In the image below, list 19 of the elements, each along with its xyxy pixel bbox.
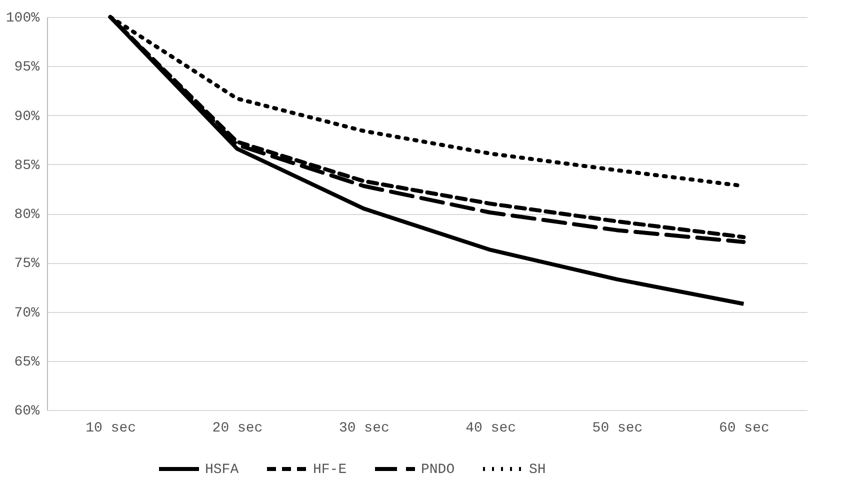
y-tick-label: 60% — [14, 404, 40, 420]
y-tick-label: 100% — [6, 10, 40, 26]
y-tick-label: 80% — [14, 207, 40, 223]
x-tick-label: 60 sec — [718, 420, 770, 436]
y-tick-label: 95% — [14, 60, 40, 76]
legend-label: SH — [529, 462, 546, 478]
x-tick-label: 30 sec — [338, 420, 390, 436]
x-tick-label: 40 sec — [466, 420, 516, 436]
legend-label: PNDO — [421, 462, 455, 478]
y-tick-label: 90% — [14, 108, 40, 125]
legend-label: HF-E — [313, 462, 347, 478]
y-tick-label: 70% — [14, 305, 40, 322]
y-tick-label: 75% — [14, 256, 40, 272]
x-tick-label: 20 sec — [212, 420, 263, 436]
y-tick-label: 65% — [14, 354, 40, 370]
x-tick-label: 50 sec — [592, 420, 643, 436]
x-tick-label: 10 sec — [86, 420, 136, 436]
y-tick-label: 85% — [14, 158, 40, 174]
legend-label: HSFA — [205, 462, 240, 478]
